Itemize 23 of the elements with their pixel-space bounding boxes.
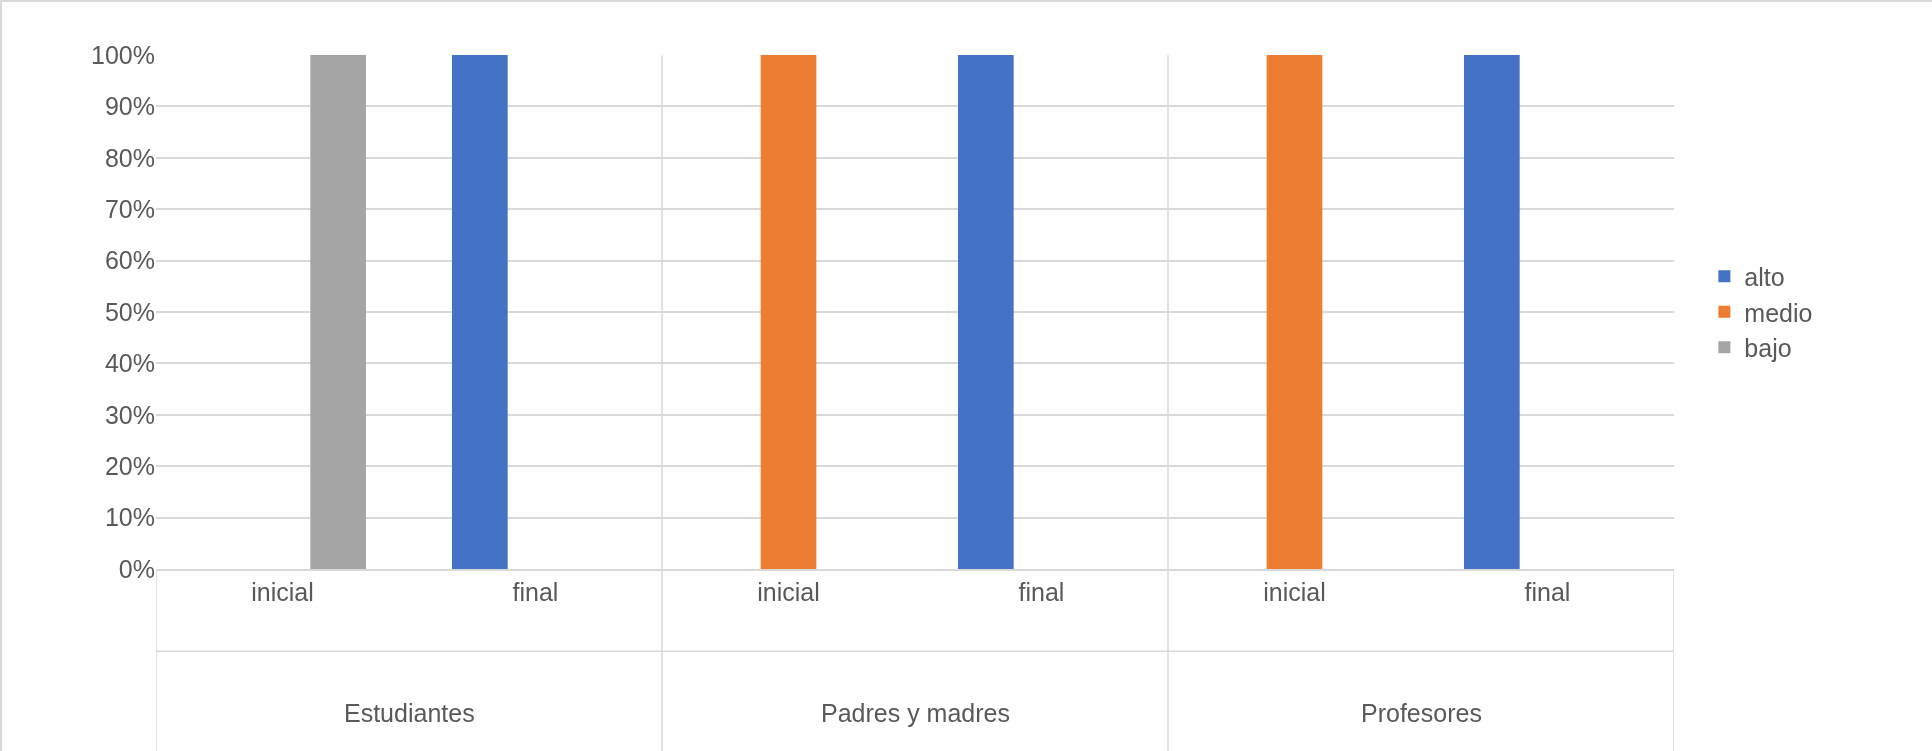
x-tick-label: inicial <box>251 577 314 606</box>
legend-label: bajo <box>1744 334 1792 362</box>
y-tick-label: 40% <box>104 349 155 378</box>
y-tick-label: 30% <box>104 400 155 429</box>
x-tick-label: final <box>1524 577 1571 606</box>
legend-label: alto <box>1744 263 1785 291</box>
x-tick-label: inicial <box>757 577 820 606</box>
x-tick-label: final <box>512 577 559 606</box>
y-tick-label: 20% <box>104 451 155 480</box>
x-tick-label: inicial <box>1263 577 1326 606</box>
y-tick-label: 60% <box>104 246 155 275</box>
y-tick-label: 100% <box>91 40 155 69</box>
y-tick-label: 10% <box>104 503 155 532</box>
legend-label: medio <box>1744 298 1813 327</box>
y-tick-label: 0% <box>118 554 155 583</box>
y-tick-label: 70% <box>104 194 155 223</box>
text: Estudiantes <box>344 699 475 727</box>
y-tick-label: 50% <box>104 297 155 326</box>
y-tick-label: 90% <box>104 92 155 121</box>
y-tick-label: 80% <box>104 143 155 172</box>
text: Padres y madres <box>821 699 1010 727</box>
text: Profesores <box>1361 699 1482 727</box>
x-tick-label: final <box>1018 577 1065 606</box>
